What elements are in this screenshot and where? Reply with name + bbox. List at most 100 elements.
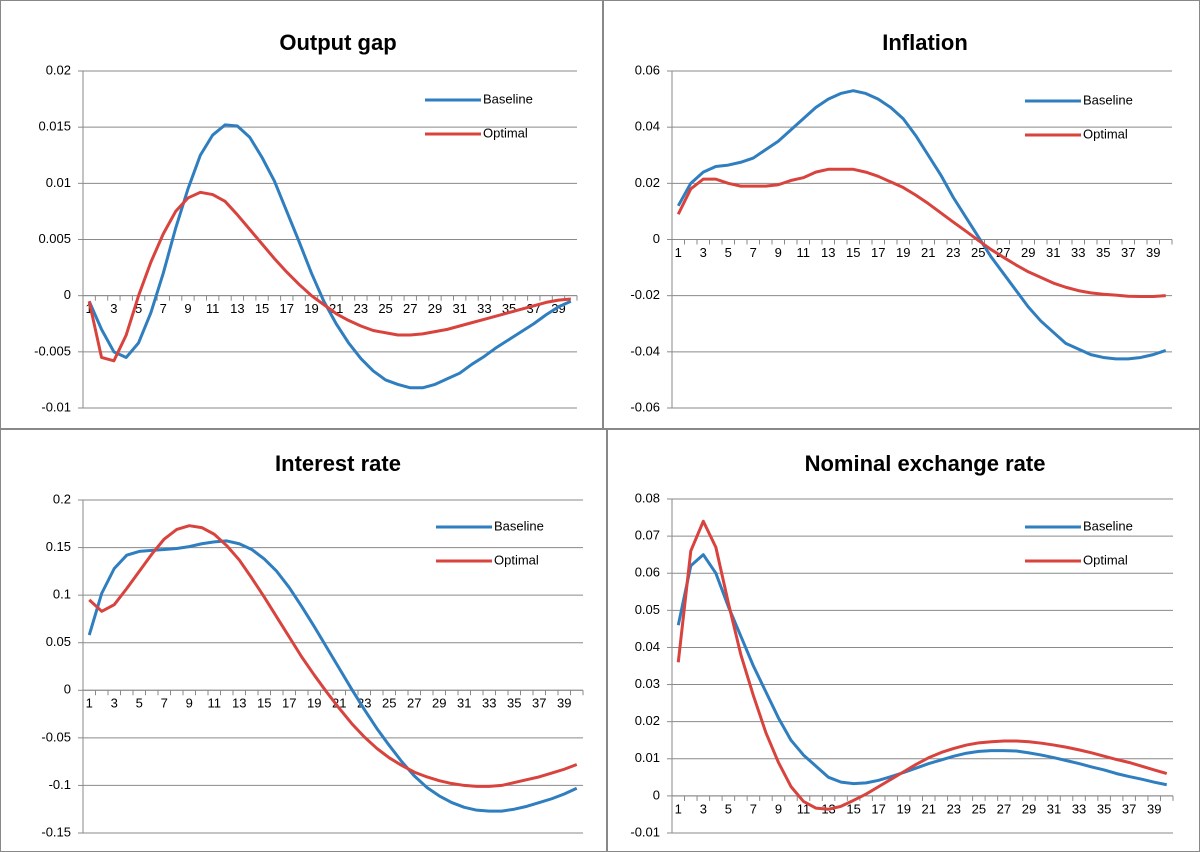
legend-label: Baseline: [483, 91, 533, 106]
legend-label: Optimal: [483, 125, 528, 140]
x-tick-label: 37: [1121, 245, 1135, 260]
y-tick-label: 0.2: [53, 491, 71, 506]
x-tick-label: 9: [775, 801, 782, 816]
legend-label: Baseline: [1083, 518, 1133, 533]
x-tick-label: 31: [452, 301, 466, 316]
x-tick-label: 19: [896, 801, 910, 816]
x-tick-label: 15: [846, 245, 860, 260]
x-tick-label: 9: [186, 696, 193, 711]
x-tick-label: 13: [821, 245, 835, 260]
y-tick-label: 0: [653, 787, 660, 802]
x-tick-label: 17: [282, 696, 296, 711]
x-tick-label: 3: [700, 801, 707, 816]
x-tick-label: 31: [1047, 801, 1061, 816]
legend-label: Optimal: [494, 552, 539, 567]
y-tick-label: 0.015: [38, 119, 71, 134]
x-tick-label: 7: [750, 801, 757, 816]
y-tick-label: 0: [64, 682, 71, 697]
y-tick-label: -0.05: [41, 729, 71, 744]
x-tick-label: 29: [432, 696, 446, 711]
x-tick-label: 5: [135, 301, 142, 316]
y-tick-label: 0.1: [53, 587, 71, 602]
x-tick-label: 11: [797, 245, 811, 260]
series-line: [87, 123, 572, 390]
x-tick-label: 11: [797, 801, 811, 816]
x-tick-label: 33: [482, 696, 496, 711]
x-tick-label: 3: [111, 696, 118, 711]
y-tick-label: 0.04: [635, 639, 660, 654]
x-tick-label: 5: [725, 245, 732, 260]
y-tick-label: 0.01: [635, 750, 660, 765]
y-tick-label: 0.06: [635, 565, 660, 580]
series-line: [87, 190, 571, 363]
x-tick-label: 3: [700, 245, 707, 260]
x-tick-label: 25: [378, 301, 392, 316]
x-tick-label: 33: [1071, 245, 1085, 260]
x-tick-label: 35: [1096, 245, 1110, 260]
panel-border: [607, 429, 1200, 852]
x-tick-label: 19: [896, 245, 910, 260]
x-tick-label: 31: [1046, 245, 1060, 260]
x-tick-label: 7: [161, 696, 168, 711]
x-tick-label: 27: [403, 301, 417, 316]
chart-title: Inflation: [882, 30, 968, 55]
x-tick-label: 7: [750, 245, 757, 260]
chart-panel: Nominal exchange rate -0.01 0 0.01 0.02 0.03 0…: [607, 429, 1200, 852]
y-tick-label: -0.01: [630, 824, 660, 839]
y-tick-label: 0.01: [46, 175, 71, 190]
x-tick-label: 23: [946, 245, 960, 260]
panel-border: [0, 0, 603, 429]
x-tick-label: 15: [257, 696, 271, 711]
y-tick-label: 0.07: [635, 528, 660, 543]
x-tick-label: 17: [871, 245, 885, 260]
x-tick-label: 9: [775, 245, 782, 260]
x-tick-label: 33: [1072, 801, 1086, 816]
x-tick-label: 9: [184, 301, 191, 316]
x-tick-label: 31: [457, 696, 471, 711]
series-line: [87, 539, 578, 813]
chart-title: Interest rate: [275, 451, 401, 476]
y-tick-label: -0.005: [34, 343, 71, 358]
y-tick-label: 0.02: [635, 175, 660, 190]
x-tick-label: 7: [160, 301, 167, 316]
y-tick-label: 0: [64, 287, 71, 302]
y-tick-label: -0.01: [41, 399, 71, 414]
x-tick-label: 25: [382, 696, 396, 711]
x-tick-label: 11: [208, 696, 222, 711]
x-tick-label: 1: [675, 801, 682, 816]
x-tick-label: 37: [1122, 801, 1136, 816]
y-tick-label: -0.15: [41, 824, 71, 839]
x-tick-label: 35: [1097, 801, 1111, 816]
series-line: [676, 519, 1168, 811]
legend-label: Baseline: [494, 518, 544, 533]
y-tick-label: 0.05: [635, 602, 660, 617]
chart-panel: Interest rate -0.15 -0.1 -0.05 0 0.05 0.1 0.15 0…: [0, 429, 607, 852]
x-tick-label: 17: [280, 301, 294, 316]
x-tick-label: 21: [332, 696, 346, 711]
x-tick-label: 29: [1021, 245, 1035, 260]
x-tick-label: 35: [507, 696, 521, 711]
x-tick-label: 39: [557, 696, 571, 711]
x-tick-label: 39: [1146, 245, 1160, 260]
series-line: [676, 553, 1168, 787]
y-tick-label: -0.1: [49, 777, 71, 792]
x-tick-label: 25: [971, 245, 985, 260]
x-tick-label: 17: [871, 801, 885, 816]
y-tick-label: 0.03: [635, 676, 660, 691]
x-tick-label: 29: [1022, 801, 1036, 816]
series-line: [88, 524, 578, 788]
x-tick-label: 1: [86, 696, 93, 711]
legend-label: Baseline: [1083, 92, 1133, 107]
x-tick-label: 15: [255, 301, 269, 316]
x-tick-label: 37: [532, 696, 546, 711]
panel-border: [603, 0, 1200, 429]
panel-border: [0, 429, 607, 852]
y-tick-label: -0.04: [630, 343, 660, 358]
y-tick-label: 0.02: [635, 713, 660, 728]
x-tick-label: 23: [357, 696, 371, 711]
x-tick-label: 11: [206, 301, 220, 316]
y-tick-label: -0.02: [630, 287, 660, 302]
x-tick-label: 27: [407, 696, 421, 711]
x-tick-label: 23: [947, 801, 961, 816]
